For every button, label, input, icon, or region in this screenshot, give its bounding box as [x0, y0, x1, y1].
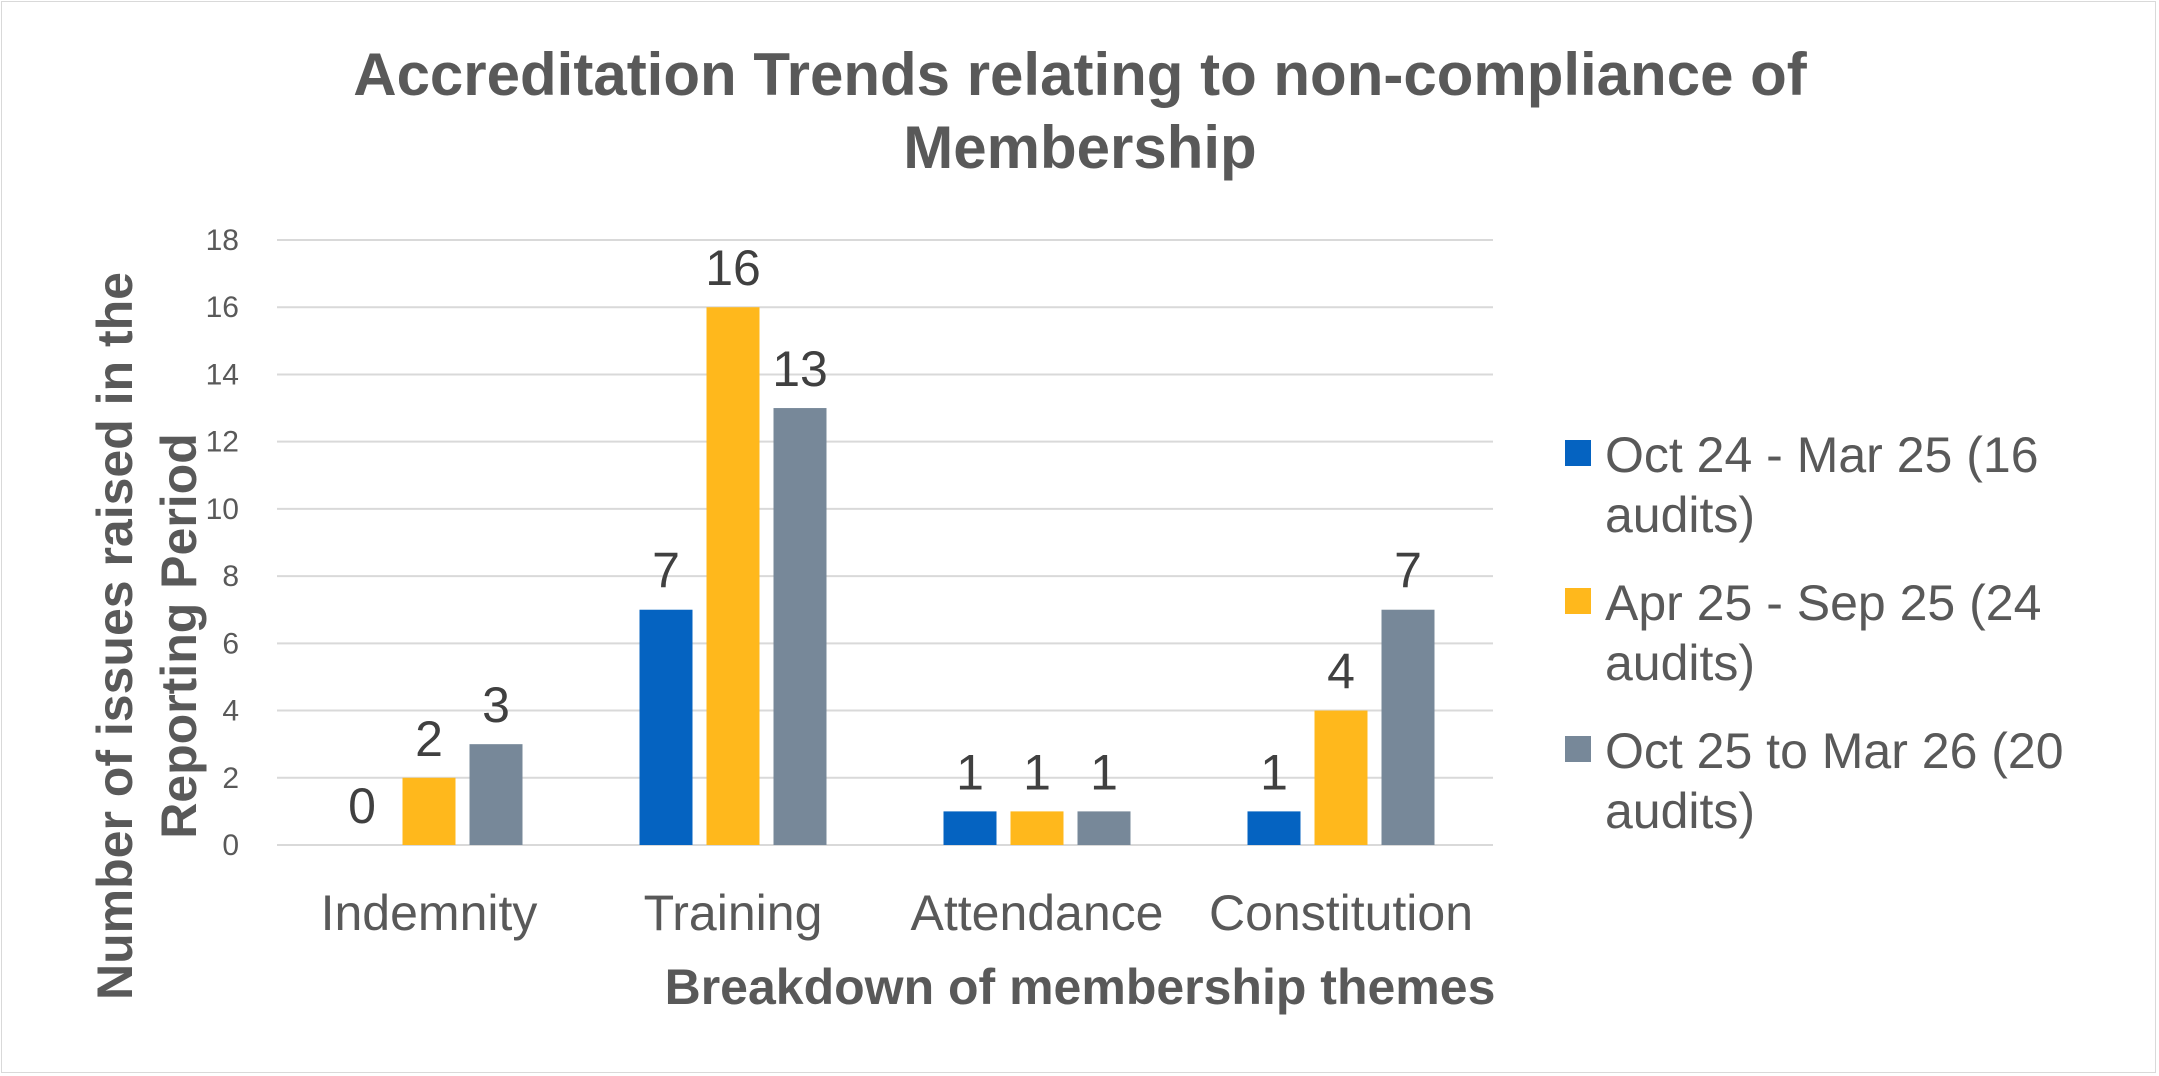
legend-item-series-1: Oct 24 - Mar 25 (16 audits)	[1565, 425, 2125, 545]
data-label: 1	[1090, 744, 1118, 800]
legend-swatch-series-3	[1565, 736, 1591, 762]
y-tick-label: 6	[222, 627, 239, 660]
legend: Oct 24 - Mar 25 (16 audits) Apr 25 - Sep…	[1565, 425, 2125, 869]
data-label: 2	[415, 711, 443, 767]
x-tick-label: Constitution	[1209, 885, 1473, 941]
y-tick-label: 8	[222, 560, 239, 593]
x-axis-title: Breakdown of membership themes	[664, 959, 1496, 1015]
legend-swatch-series-1	[1565, 440, 1591, 466]
y-tick-label: 10	[206, 493, 239, 526]
x-tick-label: Attendance	[911, 885, 1164, 941]
data-label: 13	[772, 341, 828, 397]
y-tick-label: 4	[222, 695, 239, 728]
legend-swatch-series-2	[1565, 588, 1591, 614]
bar-constitution-series-2	[1314, 710, 1368, 845]
legend-label-series-2: Apr 25 - Sep 25 (24 audits)	[1605, 575, 2042, 691]
y-axis-title: Number of issues raised in the Reporting…	[87, 272, 207, 1000]
bar-training-series-2	[706, 307, 760, 845]
bar-training-series-3	[773, 408, 827, 845]
bar-attendance-series-3	[1077, 811, 1131, 845]
data-label: 3	[482, 677, 510, 733]
bar-constitution-series-1	[1247, 811, 1301, 845]
data-label: 7	[652, 543, 680, 599]
data-label: 7	[1394, 543, 1422, 599]
legend-label-series-3: Oct 25 to Mar 26 (20 audits)	[1605, 723, 2064, 839]
legend-item-series-2: Apr 25 - Sep 25 (24 audits)	[1565, 573, 2125, 693]
bar-attendance-series-1	[943, 811, 997, 845]
data-label: 4	[1327, 644, 1355, 700]
chart-title: Accreditation Trends relating to non-com…	[353, 41, 1807, 181]
data-label: 1	[1260, 744, 1288, 800]
bar-constitution-series-3	[1381, 609, 1435, 845]
y-tick-label: 0	[222, 829, 239, 862]
data-label: 16	[705, 240, 761, 296]
data-label: 1	[956, 744, 984, 800]
y-tick-label: 2	[222, 762, 239, 795]
bar-indemnity-series-2	[402, 777, 456, 845]
data-label: 1	[1023, 744, 1051, 800]
y-tick-label: 14	[206, 358, 239, 391]
bar-training-series-1	[639, 609, 693, 845]
legend-label-series-1: Oct 24 - Mar 25 (16 audits)	[1605, 427, 2039, 543]
y-tick-label: 16	[206, 291, 239, 324]
bar-attendance-series-2	[1010, 811, 1064, 845]
y-tick-label: 12	[206, 426, 239, 459]
bar-indemnity-series-3	[469, 744, 523, 845]
data-label: 0	[348, 778, 376, 834]
legend-item-series-3: Oct 25 to Mar 26 (20 audits)	[1565, 721, 2125, 841]
x-tick-label: Training	[644, 885, 823, 941]
x-tick-label: Indemnity	[321, 885, 538, 941]
y-tick-label: 18	[206, 224, 239, 257]
